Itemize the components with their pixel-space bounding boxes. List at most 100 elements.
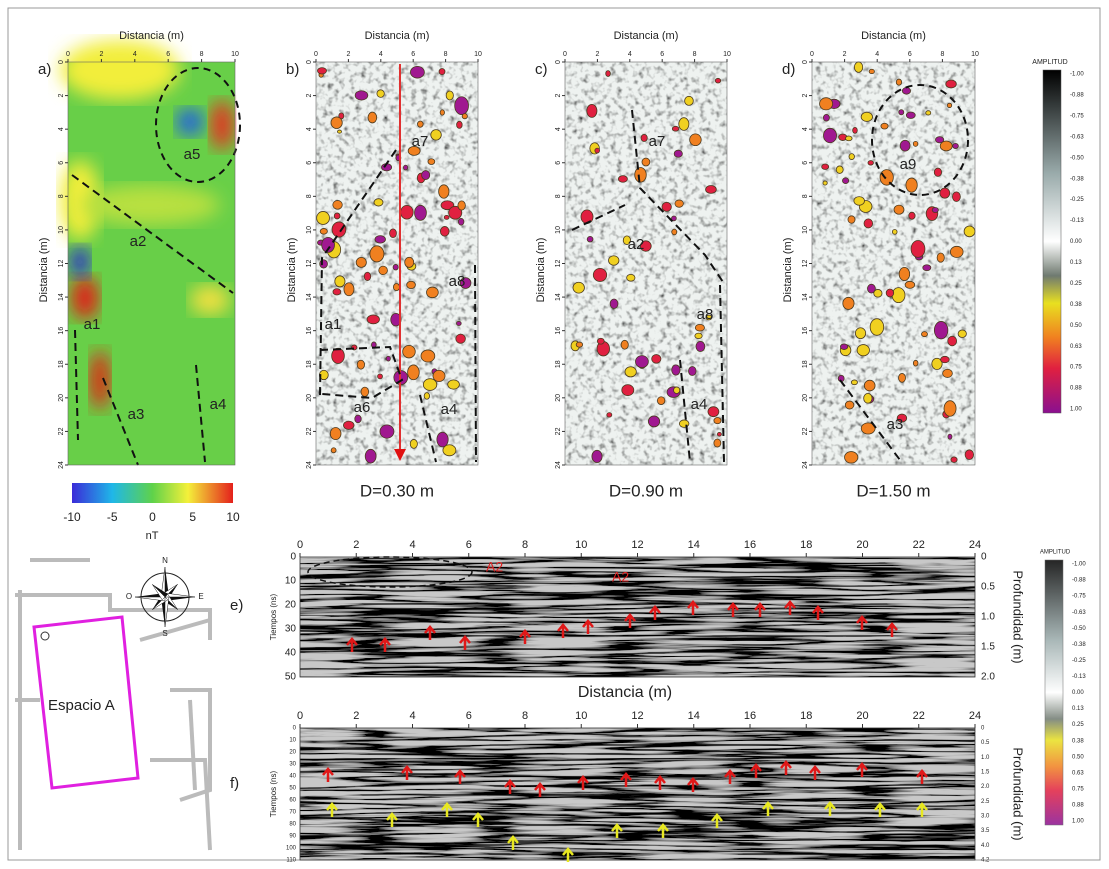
reflector (958, 330, 966, 338)
reflector (365, 449, 376, 463)
y2-tick-label: 1.5 (981, 642, 995, 653)
reflector (437, 432, 448, 447)
colorbar-unit: nT (146, 530, 159, 542)
colorbar-label: 0.38 (1072, 738, 1084, 744)
y2-tick-label: 0 (981, 726, 985, 732)
x-tick-label: 10 (723, 51, 731, 58)
x-tick-label: 10 (971, 51, 979, 58)
reflector (836, 166, 843, 173)
x-title: Distancia (m) (861, 30, 926, 42)
x-tick-label: 4 (379, 51, 383, 58)
reflector (905, 281, 915, 288)
reflector (849, 154, 854, 160)
y-tick-label: 6 (555, 161, 562, 165)
reflector (951, 457, 957, 463)
y-tick-label: 0 (802, 60, 809, 64)
x-tick-label: 10 (474, 51, 482, 58)
reflector (593, 268, 606, 281)
reflector (899, 110, 904, 115)
colorbar-label: -5 (107, 510, 118, 524)
annotation: a2 (130, 233, 147, 250)
x-tick-label: 0 (297, 710, 303, 722)
y-tick-label: 4 (802, 127, 809, 131)
colorbar-label: -0.50 (1070, 155, 1084, 161)
y-tick-label: 80 (289, 822, 296, 828)
y2-tick-label: 3.0 (981, 814, 990, 820)
y-tick-label: 24 (802, 461, 809, 469)
reflector (688, 367, 696, 376)
colorbar-label: -1.00 (1070, 72, 1084, 78)
colorbar-label: 0.63 (1070, 344, 1082, 350)
reflector (320, 228, 327, 234)
reflector (906, 178, 917, 192)
y-tick-label: 10 (306, 226, 313, 234)
reflector (390, 229, 397, 238)
y-tick-label: 6 (802, 161, 809, 165)
reflector (622, 385, 634, 396)
colorbar-label: 1.00 (1072, 819, 1084, 825)
reflector (695, 333, 702, 338)
reflector (881, 123, 888, 129)
reflector (587, 104, 597, 117)
annotation: a2 (628, 236, 645, 253)
colorbar-label: -10 (63, 510, 81, 524)
reflector (355, 415, 361, 423)
reflector (934, 168, 941, 176)
x-tick-label: 8 (200, 51, 204, 58)
reflector (380, 425, 394, 438)
reflector (851, 380, 857, 385)
reflector (843, 178, 849, 184)
reflector (965, 450, 974, 460)
x-tick-label: 0 (66, 51, 70, 58)
y-tick-label: 6 (58, 161, 65, 165)
colorbar-label: -0.38 (1072, 642, 1086, 648)
y-tick-label: 16 (306, 327, 313, 335)
reflector (610, 299, 618, 309)
reflector (652, 355, 661, 364)
reflector (944, 401, 956, 417)
reflector (317, 68, 326, 74)
y2-tick-label: 0 (981, 552, 987, 563)
colorbar-label: -0.50 (1072, 626, 1086, 632)
colorbar-label: 0.63 (1072, 770, 1084, 776)
reflector (457, 121, 463, 128)
reflector (407, 281, 416, 288)
reflector (331, 448, 336, 453)
y-tick-label: 2 (555, 94, 562, 98)
y-tick-label: 8 (555, 194, 562, 198)
annotation: a7 (649, 133, 666, 150)
y-tick-label: 0 (293, 726, 297, 732)
reflector (422, 171, 430, 180)
reflector (621, 340, 628, 349)
x-tick-label: 6 (466, 539, 472, 551)
x-tick-label: 4 (409, 539, 415, 551)
y-tick-label: 24 (306, 461, 313, 469)
marker (41, 632, 49, 640)
reflector (874, 289, 882, 297)
y2-title: Profundidad (m) (1011, 570, 1026, 663)
y-tick-label: 10 (802, 226, 809, 234)
reflector (672, 126, 679, 131)
reflector (361, 387, 369, 396)
reflector (439, 68, 445, 74)
y-tick-label: 14 (555, 293, 562, 301)
x-tick-label: 2 (99, 51, 103, 58)
reflector (364, 272, 371, 280)
y-tick-label: 70 (289, 810, 296, 816)
reflector (410, 66, 424, 78)
x-tick-label: 0 (297, 539, 303, 551)
reflector (706, 186, 717, 194)
reflector (428, 159, 435, 165)
reflector (864, 219, 873, 228)
x-tick-label: 8 (522, 710, 528, 722)
caption: D=0.90 m (609, 481, 683, 500)
anomaly (60, 40, 180, 100)
anomaly (71, 276, 99, 320)
reflector (332, 222, 346, 237)
x-tick-label: 22 (913, 539, 925, 551)
reflector (845, 452, 858, 464)
anomaly (80, 185, 220, 225)
reflector (405, 257, 414, 267)
reflector (374, 199, 383, 206)
colorbar-label: -0.25 (1070, 197, 1084, 203)
